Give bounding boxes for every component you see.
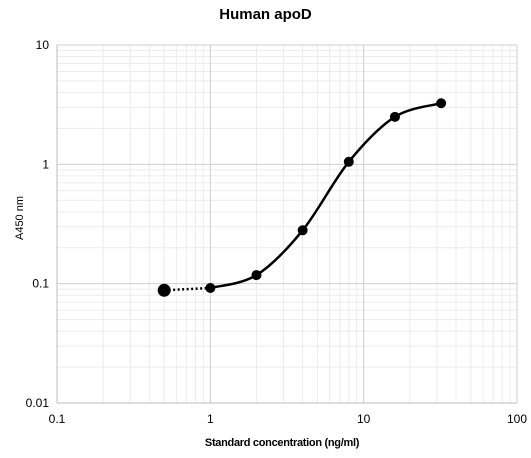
data-point (157, 283, 171, 297)
y-tick-label: 1 (42, 157, 49, 171)
grid-minor (57, 45, 517, 403)
points (157, 98, 447, 297)
y-tick-label: 0.1 (32, 277, 49, 291)
data-point (436, 98, 447, 109)
x-axis-label: Standard concentration (ng/ml) (204, 437, 360, 449)
axes (56, 45, 517, 404)
chart-title: Human apoD (219, 6, 312, 23)
grid-major (56, 44, 518, 404)
x-tick-label: 10 (357, 412, 371, 426)
series-line-dotted (164, 286, 211, 292)
y-tick-label: 10 (36, 38, 50, 52)
x-tick-label: 100 (507, 412, 527, 426)
data-point (389, 111, 400, 122)
series-line-curve (209, 102, 442, 290)
data-point (251, 270, 262, 281)
y-tick-label: 0.01 (26, 396, 50, 410)
data-point (343, 156, 354, 167)
tick-labels: 0.1 1 10 100 0.01 0.1 1 10 (26, 38, 528, 426)
y-axis-label: A450 nm (14, 195, 26, 241)
x-tick-label: 0.1 (49, 412, 66, 426)
data-point (205, 282, 216, 293)
data-point (297, 225, 308, 236)
x-tick-label: 1 (207, 412, 214, 426)
